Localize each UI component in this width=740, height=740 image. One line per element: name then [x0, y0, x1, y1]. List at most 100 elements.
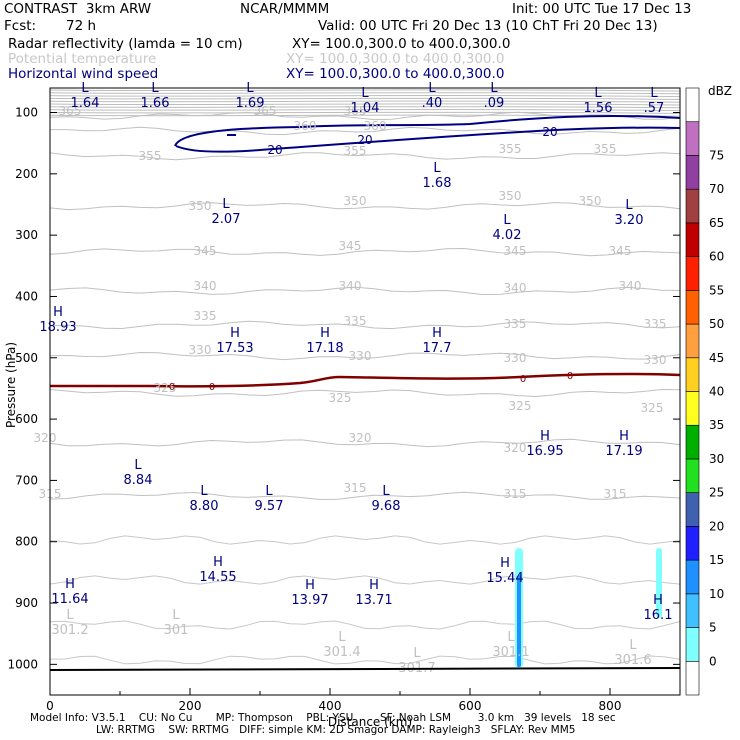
extremum-value: 4.02 — [493, 228, 522, 243]
extremum-type: L — [338, 630, 346, 645]
colorbar-segment — [685, 155, 700, 190]
high-marker: H15.44 — [486, 556, 523, 586]
extremum-type: H — [540, 429, 550, 444]
theta-contour-label: 335 — [504, 317, 527, 331]
extremum-type: H — [500, 556, 510, 571]
extremum-value: 1.56 — [584, 101, 613, 116]
extremum-value: 301.1 — [492, 645, 529, 660]
y-tick-label: 500 — [15, 351, 38, 365]
extremum-value: 301 — [164, 623, 189, 638]
theta-line — [49, 320, 681, 330]
colorbar-segment — [685, 256, 700, 291]
colorbar-tick-label: 35 — [709, 418, 724, 432]
theta-contour-label: 355 — [594, 142, 617, 156]
colorbar-segment — [685, 357, 700, 392]
high-marker: H14.55 — [199, 555, 236, 585]
y-tick-label: 100 — [15, 106, 38, 120]
theta-contours — [49, 89, 681, 665]
init-time: Init: 00 UTC Tue 17 Dec 13 — [512, 1, 692, 17]
low-marker: L1.66 — [141, 81, 170, 111]
extremum-type: H — [369, 578, 379, 593]
theta-contour-label: 350 — [189, 199, 212, 213]
extremum-type: L — [66, 608, 74, 623]
colorbar-segment — [685, 323, 700, 359]
colorbar-tick-label: 25 — [709, 486, 724, 500]
theta-contour-label: 335 — [344, 314, 367, 328]
extremum-type: L — [433, 161, 441, 176]
field-theta-xy: XY= 100.0,300.0 to 400.0,300.0 — [286, 51, 505, 67]
field-wind-name: Horizontal wind speed — [8, 66, 159, 82]
colorbar-tick-label: 60 — [709, 250, 724, 264]
theta-line — [49, 388, 681, 398]
colorbar-segment — [685, 424, 700, 460]
extremum-value: 8.80 — [190, 499, 219, 514]
field-wind-xy: XY= 100.0,300.0 to 400.0,300.0 — [286, 66, 505, 82]
theta-contour-label: 355 — [499, 142, 522, 156]
theta-contour-label: 335 — [194, 309, 217, 323]
high-marker: H17.19 — [605, 429, 642, 459]
extremum-type: L — [507, 630, 515, 645]
theta-line-lower — [49, 535, 681, 545]
colorbar-tick-label: 45 — [709, 351, 724, 365]
theta-contour-label: 330 — [189, 343, 212, 357]
colorbar-tick-label: 30 — [709, 452, 724, 466]
extremum-type: H — [213, 555, 223, 570]
theta-line — [49, 438, 681, 448]
model-info-line2: LW: RRTMG SW: RRTMG DIFF: simple KM: 2D … — [96, 724, 576, 736]
theta-line-upper — [49, 108, 681, 112]
high-marker: H18.93 — [39, 305, 76, 335]
theta-contour-label: 320 — [504, 441, 527, 455]
theta-contour-label: 330 — [504, 351, 527, 365]
theta-line — [49, 202, 681, 211]
theta-line-upper — [49, 89, 681, 92]
wind-contour-label: 20 — [542, 125, 557, 139]
extremum-type: H — [619, 429, 629, 444]
colorbar-tick-label: 10 — [709, 587, 724, 601]
extremum-value: 17.19 — [605, 444, 642, 459]
theta-contour-label: 355 — [139, 149, 162, 163]
theta-contour-label: 320 — [349, 431, 372, 445]
theta-contour-label: 345 — [504, 244, 527, 258]
high-marker: H16.95 — [526, 429, 563, 459]
field-reflectivity-xy: XY= 100.0,300.0 to 400.0,300.0 — [292, 36, 511, 52]
forecast-hours: 72 h — [66, 18, 97, 34]
y-tick-label: 300 — [15, 228, 38, 242]
extremum-type: H — [230, 326, 240, 341]
extremum-type: L — [172, 608, 180, 623]
zero-contour-label: 0 — [520, 374, 526, 385]
field-theta-name: Potential temperature — [8, 51, 157, 67]
center-name: NCAR/MMMM — [240, 1, 330, 17]
colorbar-tick-label: 0 — [709, 654, 717, 668]
low-marker: L1.69 — [236, 81, 265, 111]
theta-contour-label: 325 — [154, 381, 177, 395]
x-tick-label: 600 — [459, 699, 482, 713]
wind-contour-line — [174, 114, 681, 147]
extremum-type: H — [320, 326, 330, 341]
theta-contour-label: 340 — [194, 279, 217, 293]
colorbar-label: dBZ — [708, 84, 732, 98]
colorbar-segment — [685, 660, 700, 696]
low-marker: L8.80 — [190, 484, 219, 514]
colorbar-segment — [685, 87, 700, 123]
extremum-value: 1.66 — [141, 96, 170, 111]
extremum-value: 301.6 — [614, 653, 651, 668]
theta-contour-label: 325 — [641, 401, 664, 415]
model-info-line1: Model Info: V3.5.1 CU: No Cu MP: Thompso… — [30, 712, 616, 724]
reflectivity-cell — [517, 575, 521, 667]
extremum-type: L — [629, 638, 637, 653]
extremum-value: 1.64 — [71, 96, 100, 111]
low-marker: L4.02 — [493, 213, 522, 243]
high-marker: H17.7 — [423, 326, 452, 356]
colorbar-tick-label: 65 — [709, 216, 724, 230]
y-tick-label: 200 — [15, 167, 38, 181]
colorbar-segment — [685, 391, 700, 426]
theta-line — [49, 491, 681, 501]
extremum-value: 3.20 — [615, 213, 644, 228]
wind-contour-label: 20 — [267, 143, 282, 157]
high-marker: H13.71 — [355, 578, 392, 608]
